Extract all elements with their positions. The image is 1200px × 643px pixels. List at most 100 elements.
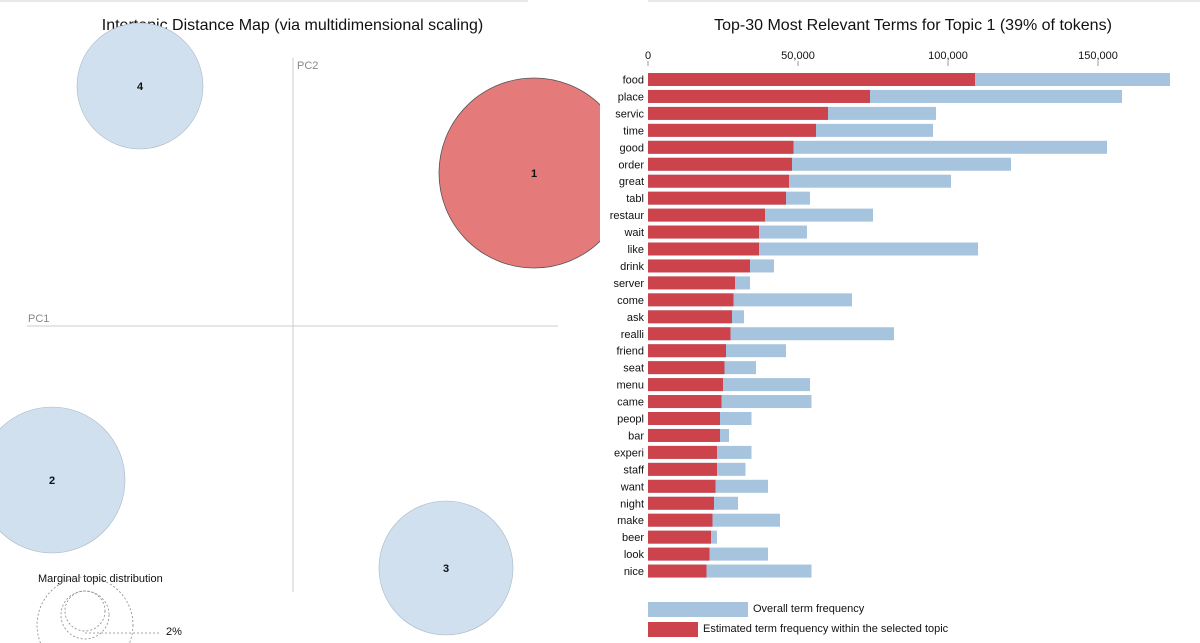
bar-topic-frequency[interactable] bbox=[648, 530, 711, 544]
term-label[interactable]: wait bbox=[623, 227, 644, 239]
term-label[interactable]: friend bbox=[616, 346, 644, 358]
term-row-staff[interactable]: staff bbox=[623, 462, 746, 477]
bar-topic-frequency[interactable] bbox=[648, 276, 735, 290]
term-row-servic[interactable]: servic bbox=[615, 106, 936, 121]
bar-topic-frequency[interactable] bbox=[648, 73, 975, 86]
term-row-realli[interactable]: realli bbox=[621, 327, 894, 341]
term-label[interactable]: like bbox=[627, 244, 644, 256]
bar-topic-frequency[interactable] bbox=[648, 513, 713, 527]
topic-circle-1[interactable]: 1 bbox=[438, 77, 600, 269]
term-row-wait[interactable]: wait bbox=[623, 225, 807, 240]
bar-topic-frequency[interactable] bbox=[648, 395, 722, 409]
term-row-seat[interactable]: seat bbox=[623, 361, 756, 375]
term-label[interactable]: staff bbox=[623, 464, 645, 476]
term-row-server[interactable]: server bbox=[613, 276, 750, 290]
term-row-great[interactable]: great bbox=[619, 174, 951, 189]
term-label[interactable]: want bbox=[620, 481, 644, 493]
bar-topic-frequency[interactable] bbox=[648, 361, 725, 375]
term-row-friend[interactable]: friend bbox=[616, 344, 786, 358]
topic-circle-4[interactable]: 4 bbox=[76, 22, 204, 150]
term-label[interactable]: experi bbox=[614, 447, 644, 459]
term-row-time[interactable]: time bbox=[623, 123, 933, 138]
term-row-come[interactable]: come bbox=[617, 293, 852, 307]
bar-topic-frequency[interactable] bbox=[648, 327, 731, 341]
term-label[interactable]: nice bbox=[624, 566, 644, 578]
term-row-look[interactable]: look bbox=[624, 547, 768, 562]
topic-circle-shape[interactable] bbox=[0, 406, 126, 554]
term-row-like[interactable]: like bbox=[627, 242, 978, 257]
term-row-nice[interactable]: nice bbox=[624, 564, 812, 579]
term-row-place[interactable]: place bbox=[618, 89, 1122, 104]
term-label[interactable]: ask bbox=[627, 312, 645, 324]
term-label[interactable]: come bbox=[617, 295, 644, 307]
term-label[interactable]: good bbox=[620, 142, 644, 154]
bar-topic-frequency[interactable] bbox=[648, 191, 786, 205]
bar-topic-frequency[interactable] bbox=[648, 259, 750, 273]
bar-topic-frequency[interactable] bbox=[648, 242, 759, 256]
topic-circle-2[interactable]: 2 bbox=[0, 406, 126, 554]
term-label[interactable]: beer bbox=[622, 532, 644, 544]
bar-topic-frequency[interactable] bbox=[648, 564, 707, 578]
term-row-food[interactable]: food bbox=[623, 73, 1170, 87]
term-row-peopl[interactable]: peopl bbox=[617, 412, 752, 426]
term-label[interactable]: servic bbox=[615, 108, 644, 120]
term-row-menu[interactable]: menu bbox=[616, 378, 810, 392]
term-label[interactable]: server bbox=[613, 278, 644, 290]
term-label[interactable]: make bbox=[617, 515, 644, 527]
bar-topic-frequency[interactable] bbox=[648, 428, 720, 442]
term-label[interactable]: order bbox=[618, 159, 644, 171]
term-row-experi[interactable]: experi bbox=[614, 445, 752, 460]
topic-circle-shape[interactable] bbox=[378, 500, 514, 636]
bar-topic-frequency[interactable] bbox=[648, 462, 717, 476]
term-row-came[interactable]: came bbox=[617, 395, 812, 409]
term-label[interactable]: time bbox=[623, 125, 644, 137]
term-label[interactable]: look bbox=[624, 549, 645, 561]
bar-topic-frequency[interactable] bbox=[648, 378, 723, 392]
topic-circle-label: 2 bbox=[49, 475, 55, 487]
bar-topic-frequency[interactable] bbox=[648, 344, 726, 358]
term-row-drink[interactable]: drink bbox=[620, 259, 774, 273]
bar-topic-frequency[interactable] bbox=[648, 123, 816, 137]
term-label[interactable]: restaur bbox=[610, 210, 645, 222]
term-label[interactable]: came bbox=[617, 397, 644, 409]
term-row-want[interactable]: want bbox=[620, 479, 768, 494]
term-label[interactable]: drink bbox=[620, 261, 644, 273]
bar-topic-frequency[interactable] bbox=[648, 310, 732, 324]
term-label[interactable]: realli bbox=[621, 329, 644, 341]
bar-topic-frequency[interactable] bbox=[648, 208, 765, 222]
bar-topic-frequency[interactable] bbox=[648, 496, 714, 510]
term-label[interactable]: seat bbox=[623, 363, 644, 375]
topic-circle-3[interactable]: 3 bbox=[378, 500, 514, 636]
term-label[interactable]: great bbox=[619, 176, 644, 188]
term-label[interactable]: night bbox=[620, 498, 644, 510]
bar-topic-frequency[interactable] bbox=[648, 174, 789, 188]
term-row-beer[interactable]: beer bbox=[622, 530, 717, 545]
bar-topic-frequency[interactable] bbox=[648, 412, 720, 425]
term-label[interactable]: tabl bbox=[626, 193, 644, 205]
term-label[interactable]: place bbox=[618, 91, 644, 103]
term-label[interactable]: bar bbox=[628, 430, 644, 442]
term-row-tabl[interactable]: tabl bbox=[626, 191, 810, 206]
term-row-night[interactable]: night bbox=[620, 496, 738, 511]
bar-topic-frequency[interactable] bbox=[648, 157, 792, 171]
term-label[interactable]: food bbox=[623, 75, 644, 87]
term-row-make[interactable]: make bbox=[617, 513, 780, 528]
pc1-axis-label: PC1 bbox=[28, 313, 49, 325]
term-label[interactable]: peopl bbox=[617, 414, 644, 426]
bar-topic-frequency[interactable] bbox=[648, 479, 716, 493]
term-label[interactable]: menu bbox=[616, 380, 644, 392]
topic-circle-shape[interactable] bbox=[438, 77, 600, 269]
bar-topic-frequency[interactable] bbox=[648, 547, 710, 561]
bar-topic-frequency[interactable] bbox=[648, 106, 828, 120]
term-row-order[interactable]: order bbox=[618, 157, 1011, 172]
term-row-good[interactable]: good bbox=[620, 140, 1107, 155]
bar-topic-frequency[interactable] bbox=[648, 89, 870, 103]
term-row-bar[interactable]: bar bbox=[628, 428, 729, 443]
bar-topic-frequency[interactable] bbox=[648, 140, 794, 154]
term-row-restaur[interactable]: restaur bbox=[610, 208, 873, 223]
topic-circle-shape[interactable] bbox=[76, 22, 204, 150]
term-row-ask[interactable]: ask bbox=[627, 310, 744, 324]
bar-topic-frequency[interactable] bbox=[648, 225, 759, 239]
bar-topic-frequency[interactable] bbox=[648, 445, 717, 459]
bar-topic-frequency[interactable] bbox=[648, 293, 734, 307]
